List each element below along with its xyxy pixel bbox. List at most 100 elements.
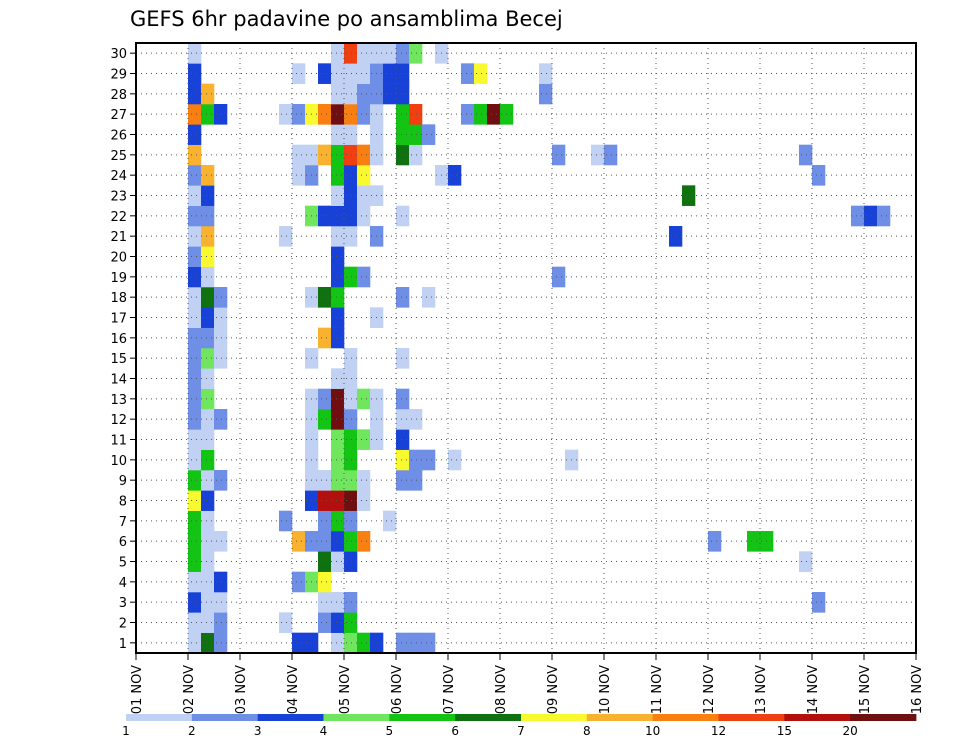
- y-tick-label: 30: [110, 47, 127, 62]
- heatmap-cell: [344, 531, 358, 552]
- legend-swatch: [323, 714, 390, 721]
- heatmap-cell: [344, 83, 358, 105]
- heatmap-cell: [409, 449, 423, 471]
- y-tick-label: 25: [110, 149, 127, 164]
- y-tick-label: 9: [119, 474, 127, 489]
- heatmap-cell: [292, 144, 306, 166]
- heatmap-cell: [201, 348, 215, 369]
- heatmap-cell: [188, 307, 202, 328]
- legend-label: 2: [188, 724, 196, 738]
- heatmap-cell: [331, 287, 345, 308]
- heatmap-cell: [396, 409, 410, 430]
- y-tick-label: 20: [110, 251, 127, 266]
- heatmap-cell: [331, 104, 345, 125]
- heatmap-cell: [422, 287, 436, 308]
- heatmap-cell: [292, 531, 306, 552]
- x-tick-label: 16 NOV: [910, 665, 925, 714]
- legend-swatch: [257, 714, 324, 721]
- y-tick-label: 27: [110, 108, 127, 123]
- heatmap-cell: [188, 43, 202, 64]
- heatmap-cell: [318, 287, 332, 308]
- heatmap-cell: [214, 307, 228, 328]
- heatmap-cell: [383, 83, 397, 105]
- heatmap-cell: [357, 185, 371, 206]
- y-tick-label: 6: [119, 535, 127, 550]
- y-tick-label: 18: [110, 291, 127, 306]
- y-tick-label: 23: [110, 190, 127, 205]
- heatmap-cell: [344, 510, 358, 532]
- heatmap-cell: [682, 185, 696, 206]
- heatmap-cell: [188, 409, 202, 430]
- legend-label: 1: [122, 724, 130, 738]
- heatmap-cell: [318, 388, 332, 410]
- x-tick-label: 09 NOV: [546, 665, 561, 714]
- legend-swatch: [126, 714, 193, 721]
- heatmap-cell: [331, 266, 345, 288]
- heatmap-cell: [331, 551, 345, 572]
- heatmap-cell: [214, 571, 228, 593]
- heatmap-cell: [331, 246, 345, 267]
- legend-label: 6: [451, 724, 459, 738]
- heatmap-cell: [344, 63, 358, 84]
- heatmap-cell: [201, 612, 215, 633]
- heatmap-cell: [396, 287, 410, 308]
- heatmap-cell: [331, 612, 345, 633]
- legend-swatch: [191, 714, 259, 721]
- x-tick-label: 06 NOV: [390, 665, 405, 714]
- heatmap-cell: [201, 388, 215, 410]
- legend-swatch: [652, 714, 719, 721]
- heatmap-cell: [344, 144, 358, 166]
- heatmap-cell: [344, 409, 358, 430]
- x-tick-label: 04 NOV: [286, 665, 301, 714]
- heatmap-cell: [344, 592, 358, 613]
- heatmap-cell: [799, 551, 813, 572]
- heatmap-cell: [331, 185, 345, 206]
- legend-label: 10: [645, 724, 660, 738]
- heatmap-cell: [344, 388, 358, 410]
- heatmap-cell: [344, 226, 358, 247]
- heatmap-cell: [357, 632, 371, 654]
- y-tick-label: 16: [110, 332, 127, 347]
- heatmap-cell: [461, 63, 475, 84]
- heatmap-cell: [201, 327, 215, 349]
- heatmap-cell: [201, 287, 215, 308]
- heatmap-cell: [344, 632, 358, 654]
- heatmap-cell: [604, 144, 618, 166]
- heatmap-cell: [201, 490, 215, 511]
- heatmap-cell: [188, 246, 202, 267]
- heatmap-cell: [357, 205, 371, 227]
- heatmap-cell: [344, 368, 358, 389]
- x-tick-label: 10 NOV: [598, 665, 613, 714]
- y-tick-label: 8: [119, 495, 127, 510]
- heatmap-cell: [188, 368, 202, 389]
- heatmap-cell: [474, 63, 488, 84]
- heatmap-cell: [448, 449, 462, 471]
- heatmap-cell: [201, 226, 215, 247]
- heatmap-cell: [188, 531, 202, 552]
- legend-label: 12: [711, 724, 726, 738]
- y-axis-ticks: 1234567891011121314151617181920212223242…: [110, 47, 136, 652]
- heatmap-cell: [344, 124, 358, 145]
- y-tick-label: 21: [110, 230, 127, 245]
- heatmap-cell: [292, 632, 306, 654]
- y-tick-label: 19: [110, 271, 127, 286]
- heatmap-cell: [188, 266, 202, 288]
- y-tick-label: 28: [110, 88, 127, 103]
- heatmap-cell: [188, 470, 202, 491]
- legend-swatch: [784, 714, 851, 721]
- heatmap-cell: [201, 571, 215, 593]
- x-tick-label: 05 NOV: [338, 665, 353, 714]
- heatmap-cell: [214, 348, 228, 369]
- heatmap-cell: [344, 449, 358, 471]
- heatmap-cell: [591, 144, 605, 166]
- heatmap-cell: [318, 510, 332, 532]
- heatmap-cell: [409, 632, 423, 654]
- heatmap-cell: [409, 43, 423, 64]
- heatmap-cell: [357, 83, 371, 105]
- heatmap-cell: [201, 592, 215, 613]
- heatmap-cell: [357, 531, 371, 552]
- heatmap-cell: [344, 470, 358, 491]
- heatmap-cell: [292, 165, 306, 186]
- heatmap-cell: [188, 510, 202, 532]
- heatmap-cell: [188, 449, 202, 471]
